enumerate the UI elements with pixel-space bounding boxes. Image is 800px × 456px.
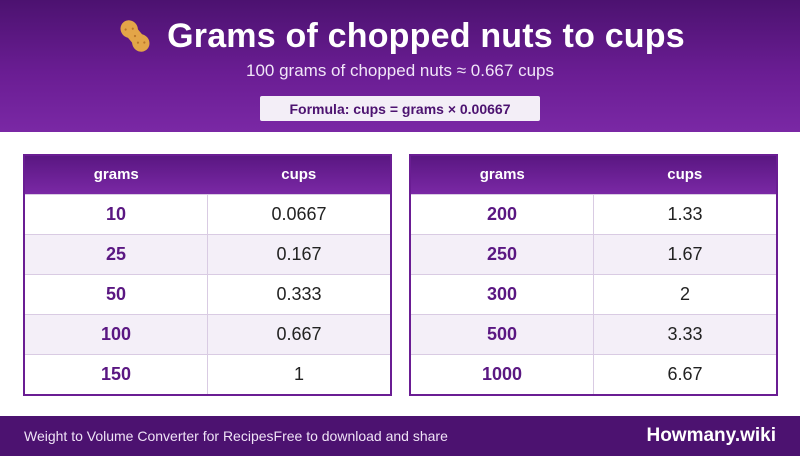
footer-brand[interactable]: Howmany.wiki <box>646 425 776 446</box>
grams-cell: 500 <box>411 313 594 354</box>
page-title: Grams of chopped nuts to cups <box>167 16 685 55</box>
table-row: 100 0.667 <box>25 313 390 354</box>
grams-cell: 200 <box>411 193 594 234</box>
footer-tagline: Free to download and share <box>273 428 448 444</box>
grams-cell: 250 <box>411 233 594 274</box>
cups-cell: 1.67 <box>593 233 776 274</box>
peanut-icon <box>115 16 155 56</box>
cups-cell: 0.667 <box>207 313 390 354</box>
column-header-grams: grams <box>25 156 208 194</box>
cups-cell: 3.33 <box>593 313 776 354</box>
column-header-cups: cups <box>593 156 776 194</box>
cups-cell: 0.167 <box>207 233 390 274</box>
cups-cell: 0.0667 <box>207 193 390 234</box>
footer-site-name: Weight to Volume Converter for Recipes <box>24 428 274 444</box>
cups-cell: 1.33 <box>593 193 776 234</box>
table-row: 300 2 <box>411 273 776 314</box>
column-header-grams: grams <box>411 156 594 194</box>
footer-bar: Weight to Volume Converter for RecipesFr… <box>0 416 800 456</box>
title-row: Grams of chopped nuts to cups <box>0 14 800 58</box>
table-row: 25 0.167 <box>25 233 390 274</box>
grams-cell: 50 <box>25 273 208 314</box>
grams-cell: 300 <box>411 273 594 314</box>
header-banner: Grams of chopped nuts to cups 100 grams … <box>0 0 800 132</box>
cups-cell: 1 <box>207 353 390 394</box>
table-row: 150 1 <box>25 353 390 394</box>
cups-cell: 6.67 <box>593 353 776 394</box>
conversion-table-right: grams cups 200 1.33 250 1.67 300 2 500 3… <box>409 154 778 396</box>
column-header-cups: cups <box>207 156 390 194</box>
footer-text: Weight to Volume Converter for RecipesFr… <box>24 428 448 444</box>
table-row: 200 1.33 <box>411 193 776 234</box>
grams-cell: 10 <box>25 193 208 234</box>
table-row: 10 0.0667 <box>25 193 390 234</box>
formula-badge: Formula: cups = grams × 0.00667 <box>260 96 540 121</box>
grams-cell: 25 <box>25 233 208 274</box>
table-row: 50 0.333 <box>25 273 390 314</box>
table-row: 1000 6.67 <box>411 353 776 394</box>
cups-cell: 0.333 <box>207 273 390 314</box>
cups-cell: 2 <box>593 273 776 314</box>
table-row: 500 3.33 <box>411 313 776 354</box>
conversion-table-left: grams cups 10 0.0667 25 0.167 50 0.333 1… <box>23 154 392 396</box>
grams-cell: 100 <box>25 313 208 354</box>
subtitle: 100 grams of chopped nuts ≈ 0.667 cups <box>246 61 554 80</box>
grams-cell: 150 <box>25 353 208 394</box>
grams-cell: 1000 <box>411 353 594 394</box>
table-row: 250 1.67 <box>411 233 776 274</box>
